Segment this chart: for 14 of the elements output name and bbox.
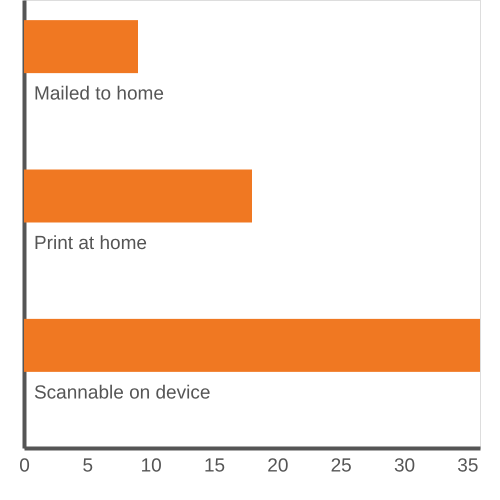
x-tick-label: 0 xyxy=(19,456,30,476)
y-tick-label: Scannable on device xyxy=(34,382,210,404)
bar xyxy=(24,170,252,222)
x-tick-label: 10 xyxy=(140,456,162,476)
x-tick-label: 30 xyxy=(394,456,416,476)
x-tick-label: 20 xyxy=(267,456,288,476)
y-tick-label: Mailed to home xyxy=(34,84,164,105)
x-tick-label: 5 xyxy=(82,456,94,476)
x-tick-label: 25 xyxy=(330,456,352,476)
x-tick-label: 35 xyxy=(457,456,478,476)
x-tick-label: 15 xyxy=(204,456,226,476)
bar xyxy=(24,318,480,372)
bar xyxy=(24,20,138,74)
y-tick-label: Print at home xyxy=(34,233,147,254)
